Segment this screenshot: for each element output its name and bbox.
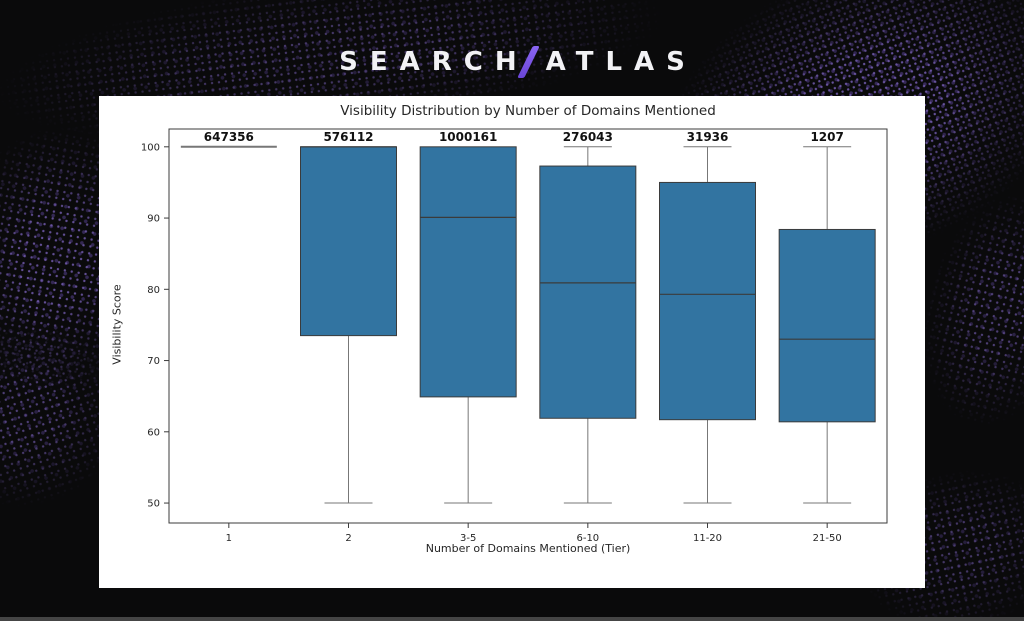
bottom-edge-strip bbox=[0, 617, 1024, 621]
count-label: 1000161 bbox=[439, 130, 497, 144]
box bbox=[419, 146, 517, 398]
y-tick-label: 60 bbox=[147, 427, 160, 438]
count-label: 647356 bbox=[204, 130, 254, 144]
chart-panel: Visibility Distribution by Number of Dom… bbox=[99, 96, 925, 588]
count-label: 31936 bbox=[687, 130, 729, 144]
count-label: 276043 bbox=[563, 130, 613, 144]
y-tick-label: 90 bbox=[147, 214, 160, 225]
box bbox=[539, 165, 637, 419]
logo-text-atlas: ATLAS bbox=[545, 47, 697, 77]
box bbox=[778, 228, 876, 423]
x-tick-label: 21-50 bbox=[813, 533, 842, 544]
box bbox=[659, 181, 756, 421]
x-tick-label: 6-10 bbox=[576, 533, 599, 544]
x-tick-label: 11-20 bbox=[693, 533, 722, 544]
x-tick-label: 2 bbox=[345, 533, 351, 544]
box bbox=[300, 146, 397, 337]
x-tick-label: 1 bbox=[226, 533, 232, 544]
x-tick-label: 3-5 bbox=[460, 533, 476, 544]
boxplot-chart: 50 60 70 80 90 100 1 647356 2 576112 3-5 1000161 6-1… bbox=[141, 128, 888, 544]
logo-text-search: SEARCH bbox=[339, 47, 529, 77]
y-tick-label: 70 bbox=[147, 356, 160, 367]
count-label: 576112 bbox=[323, 130, 373, 144]
y-tick-label: 80 bbox=[147, 285, 160, 296]
x-axis-label: Number of Domains Mentioned (Tier) bbox=[425, 542, 631, 555]
y-tick-label: 50 bbox=[147, 499, 160, 510]
count-label: 1207 bbox=[810, 130, 843, 144]
y-tick-label: 100 bbox=[141, 142, 160, 153]
search-atlas-logo: SEARCH ATLAS bbox=[0, 44, 1024, 80]
